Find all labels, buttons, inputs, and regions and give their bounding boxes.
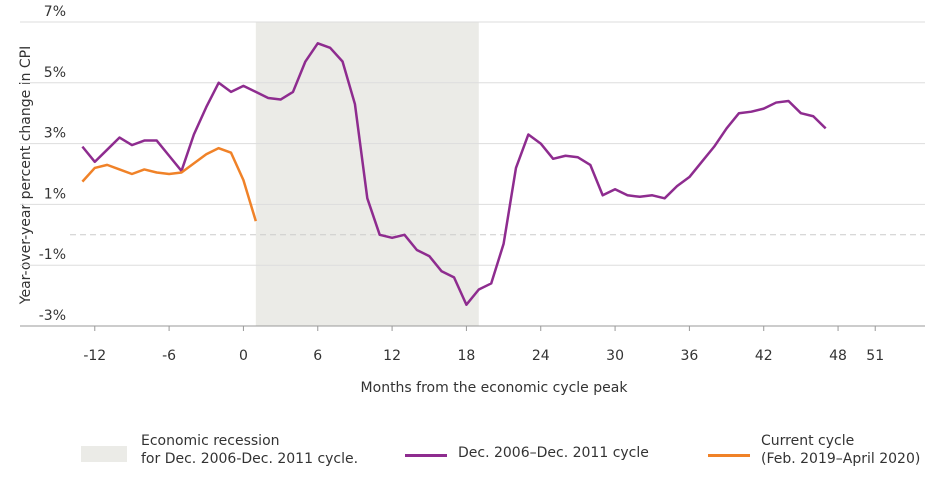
- legend-swatch: [708, 454, 750, 457]
- recession-band: [255, 22, 479, 326]
- y-tick-label: 5%: [44, 65, 66, 81]
- series-line: [81, 42, 827, 306]
- x-tick-label: 24: [532, 348, 550, 364]
- y-axis-label: Year-over-year percent change in CPI: [18, 46, 34, 305]
- legend-swatch: [81, 446, 127, 462]
- x-tick-label: 12: [383, 348, 401, 364]
- x-tick-label: 0: [239, 348, 248, 364]
- x-tick-label: 6: [313, 348, 322, 364]
- y-tick-label: 7%: [44, 4, 66, 20]
- legend-swatch: [405, 454, 447, 457]
- legend-label: Dec. 2006–Dec. 2011 cycle: [458, 445, 649, 461]
- x-tick-label: -6: [162, 348, 176, 364]
- x-tick-label: -12: [83, 348, 106, 364]
- series-line: [81, 146, 258, 222]
- x-tick-label: 30: [606, 348, 624, 364]
- legend-label: Current cycle (Feb. 2019–April 2020): [761, 433, 921, 467]
- y-tick-label: -1%: [39, 247, 66, 263]
- x-tick-label: 51: [866, 348, 884, 364]
- x-axis-label: Months from the economic cycle peak: [361, 380, 629, 396]
- y-tick-label: 1%: [44, 186, 66, 202]
- x-tick-label: 36: [680, 348, 698, 364]
- y-tick-label: 3%: [44, 126, 66, 142]
- y-tick-label: -3%: [39, 308, 66, 324]
- legend-label: Economic recession for Dec. 2006-Dec. 20…: [141, 433, 359, 467]
- x-tick-label: 42: [755, 348, 773, 364]
- x-tick-label: 18: [458, 348, 476, 364]
- chart: Year-over-year percent change in CPI Mon…: [18, 4, 925, 396]
- x-tick-label: 48: [829, 348, 847, 364]
